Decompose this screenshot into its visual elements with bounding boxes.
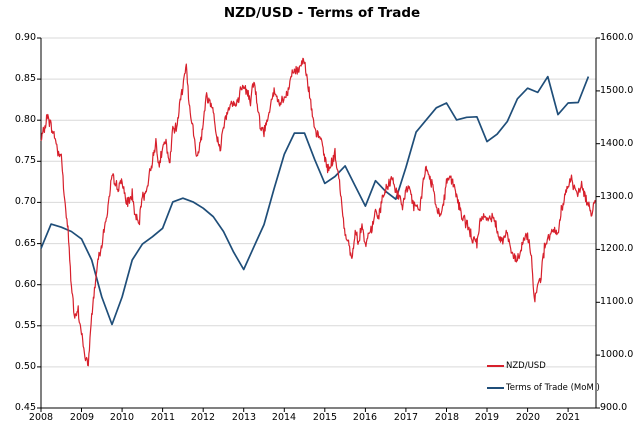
y-left-tick-label: 0.65 — [14, 238, 36, 249]
y-left-tick-label: 0.50 — [14, 361, 36, 372]
legend-line-sample-nzdusd — [487, 365, 504, 367]
legend-line-sample-terms-of-trade — [487, 387, 504, 389]
y-right-tick-label: 1500.0 — [600, 85, 634, 96]
x-axis-tick-label: 2013 — [231, 412, 257, 423]
x-axis-tick-label: 2018 — [434, 412, 460, 423]
y-right-tick-label: 1600.0 — [600, 32, 634, 43]
x-axis-tick-label: 2020 — [515, 412, 541, 423]
y-right-tick-label: 1200.0 — [600, 243, 634, 254]
y-right-tick-label: 1400.0 — [600, 138, 634, 149]
y-right-tick-label: 1100.0 — [600, 296, 634, 307]
x-axis-tick-label: 2017 — [393, 412, 419, 423]
x-axis-tick-label: 2011 — [150, 412, 176, 423]
x-axis-tick-label: 2008 — [28, 412, 54, 423]
legend-item-nzdusd: NZD/USD — [487, 361, 546, 371]
y-left-tick-label: 0.75 — [14, 155, 36, 166]
y-left-tick-label: 0.90 — [14, 32, 36, 43]
x-axis-tick-label: 2015 — [312, 412, 338, 423]
y-left-tick-label: 0.70 — [14, 196, 36, 207]
y-right-tick-label: 900.0 — [600, 402, 628, 413]
x-axis-tick-label: 2009 — [69, 412, 95, 423]
chart-title: NZD/USD - Terms of Trade — [223, 5, 421, 21]
legend-label-nzdusd: NZD/USD — [506, 361, 546, 371]
y-left-tick-label: 0.85 — [14, 73, 36, 84]
legend-label-terms-of-trade: Terms of Trade (MoM ) — [506, 383, 600, 393]
x-axis-tick-label: 2014 — [271, 412, 297, 423]
y-left-tick-label: 0.55 — [14, 320, 36, 331]
x-axis-tick-label: 2010 — [109, 412, 135, 423]
y-left-tick-label: 0.60 — [14, 279, 36, 290]
x-axis-tick-label: 2021 — [555, 412, 581, 423]
y-left-tick-label: 0.45 — [14, 402, 36, 413]
legend-item-terms-of-trade: Terms of Trade (MoM ) — [487, 383, 600, 393]
x-axis-tick-label: 2016 — [352, 412, 378, 423]
x-axis-tick-label: 2012 — [190, 412, 216, 423]
y-left-tick-label: 0.80 — [14, 114, 36, 125]
y-right-tick-label: 1300.0 — [600, 191, 634, 202]
y-right-tick-label: 1000.0 — [600, 349, 634, 360]
x-axis-tick-label: 2019 — [474, 412, 500, 423]
